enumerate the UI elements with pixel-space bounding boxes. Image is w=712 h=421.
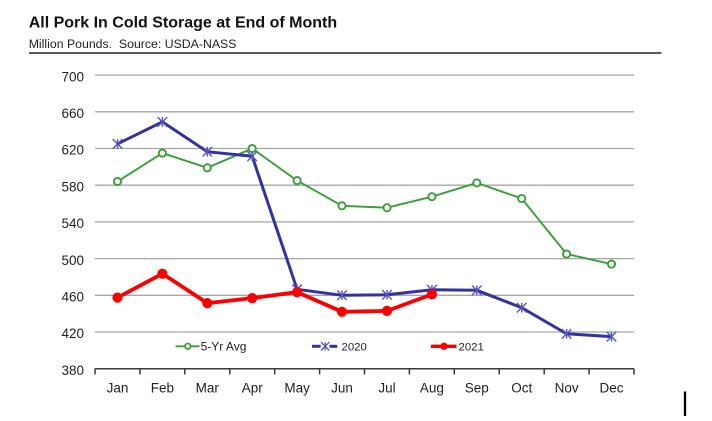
svg-text:Feb: Feb <box>151 381 174 396</box>
svg-text:Jun: Jun <box>331 381 353 396</box>
svg-text:Dec: Dec <box>599 381 623 396</box>
svg-text:Apr: Apr <box>242 381 264 396</box>
svg-text:Sep: Sep <box>465 381 489 396</box>
svg-text:500: 500 <box>61 253 84 268</box>
svg-text:580: 580 <box>61 179 84 194</box>
svg-text:All Pork In Cold Storage at En: All Pork In Cold Storage at End of Month <box>29 15 337 32</box>
svg-text:460: 460 <box>61 290 84 305</box>
svg-text:Jan: Jan <box>107 381 129 396</box>
svg-text:Aug: Aug <box>420 381 444 396</box>
svg-text:Jul: Jul <box>378 381 395 396</box>
svg-text:5-Yr Avg: 5-Yr Avg <box>201 340 247 354</box>
svg-text:620: 620 <box>61 143 84 158</box>
svg-text:700: 700 <box>61 69 84 84</box>
svg-text:Mar: Mar <box>196 381 220 396</box>
svg-text:540: 540 <box>61 216 84 231</box>
svg-text:420: 420 <box>61 326 84 341</box>
svg-text:2020: 2020 <box>342 342 367 354</box>
svg-text:May: May <box>284 381 310 396</box>
svg-text:Million Pounds. Source: USDA-: Million Pounds. Source: USDA-NASS <box>29 37 237 51</box>
svg-text:2021: 2021 <box>459 342 484 354</box>
svg-text:380: 380 <box>61 363 84 378</box>
svg-text:660: 660 <box>61 106 84 121</box>
svg-text:Oct: Oct <box>511 381 532 396</box>
svg-text:Nov: Nov <box>555 381 579 396</box>
